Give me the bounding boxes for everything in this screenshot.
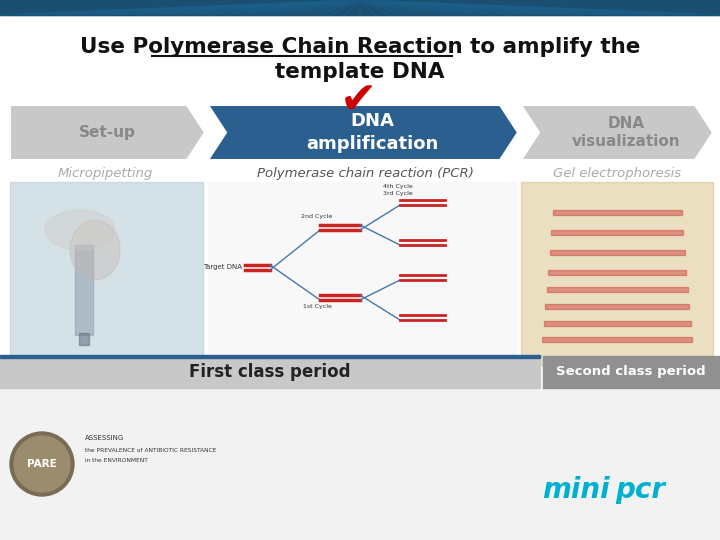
Text: Target DNA: Target DNA bbox=[203, 265, 242, 271]
Text: 1st Cycle: 1st Cycle bbox=[302, 304, 331, 309]
Bar bbox=[521, 182, 713, 365]
Text: template DNA: template DNA bbox=[275, 62, 445, 82]
Bar bbox=[0, 355, 540, 358]
Bar bbox=[542, 337, 692, 342]
Text: 2nd Cycle: 2nd Cycle bbox=[302, 214, 333, 219]
Bar bbox=[208, 182, 516, 365]
Text: Second class period: Second class period bbox=[556, 366, 706, 379]
Text: Gel electrophoresis: Gel electrophoresis bbox=[553, 166, 681, 179]
Text: in the ENVIRONMENT: in the ENVIRONMENT bbox=[85, 458, 148, 463]
Text: DNA
amplification: DNA amplification bbox=[306, 112, 438, 153]
Text: the PREVALENCE of ANTIBIOTIC RESISTANCE: the PREVALENCE of ANTIBIOTIC RESISTANCE bbox=[85, 448, 217, 453]
Bar bbox=[79, 333, 89, 345]
Text: First class period: First class period bbox=[189, 363, 351, 381]
Bar bbox=[0, 388, 720, 540]
Text: 4th Cycle: 4th Cycle bbox=[383, 184, 413, 189]
Text: DNA
visualization: DNA visualization bbox=[572, 116, 680, 149]
Circle shape bbox=[14, 436, 70, 492]
Bar bbox=[548, 270, 686, 275]
Bar bbox=[0, 0, 720, 15]
Text: Set-up: Set-up bbox=[79, 125, 136, 140]
Bar bbox=[546, 287, 688, 292]
Bar bbox=[10, 182, 203, 365]
Polygon shape bbox=[208, 105, 518, 160]
Text: ASSESSING: ASSESSING bbox=[85, 435, 125, 441]
Text: Micropipetting: Micropipetting bbox=[58, 166, 153, 179]
Polygon shape bbox=[10, 105, 205, 160]
Bar bbox=[521, 182, 713, 365]
Bar bbox=[549, 250, 685, 255]
Text: Polymerase chain reaction (PCR): Polymerase chain reaction (PCR) bbox=[256, 166, 474, 179]
Ellipse shape bbox=[45, 210, 115, 250]
Bar bbox=[544, 321, 690, 326]
Text: 3rd Cycle: 3rd Cycle bbox=[383, 191, 413, 196]
Text: mini: mini bbox=[542, 476, 610, 504]
Bar bbox=[0, 0, 720, 15]
Text: PARE: PARE bbox=[27, 459, 57, 469]
Bar bbox=[551, 230, 683, 235]
Polygon shape bbox=[521, 105, 713, 160]
Bar bbox=[0, 356, 540, 388]
Text: pcr: pcr bbox=[615, 476, 665, 504]
Bar bbox=[543, 356, 720, 388]
Ellipse shape bbox=[70, 220, 120, 280]
Text: Use Polymerase Chain Reaction to amplify the: Use Polymerase Chain Reaction to amplify… bbox=[80, 37, 640, 57]
Bar bbox=[75, 245, 93, 335]
Bar bbox=[545, 304, 689, 309]
Circle shape bbox=[10, 432, 74, 496]
Bar bbox=[552, 210, 682, 215]
Text: ✔: ✔ bbox=[339, 78, 377, 122]
